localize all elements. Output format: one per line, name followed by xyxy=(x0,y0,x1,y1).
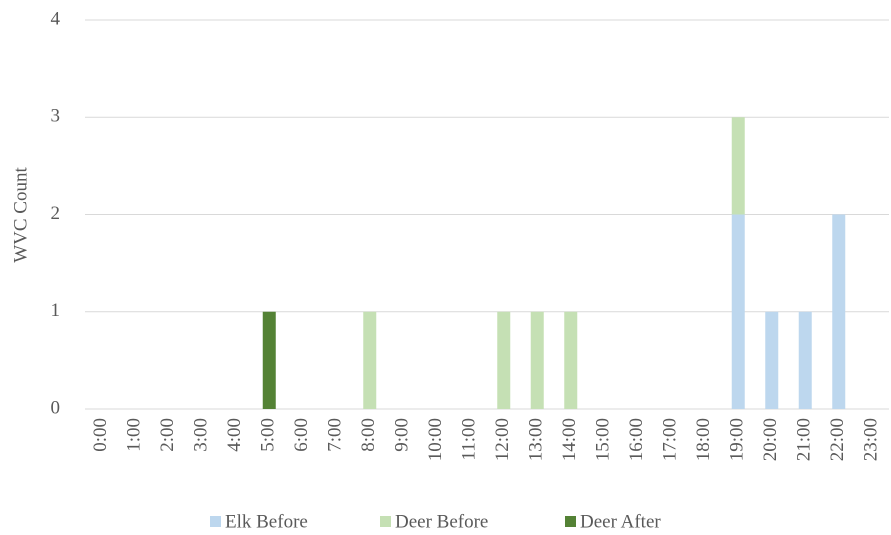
x-tick-label: 6:00 xyxy=(291,418,312,452)
x-tick-label: 7:00 xyxy=(325,418,346,452)
legend-label: Deer After xyxy=(580,511,661,532)
x-tick-label: 17:00 xyxy=(660,418,681,461)
x-tick-label: 16:00 xyxy=(626,418,647,461)
y-axis-label: WVC Count xyxy=(10,167,31,263)
x-tick-label: 18:00 xyxy=(693,418,714,461)
y-tick-label: 1 xyxy=(51,300,61,321)
x-tick-label: 14:00 xyxy=(559,418,580,461)
legend-swatch xyxy=(565,516,576,527)
x-tick-label: 8:00 xyxy=(358,418,379,452)
x-tick-label: 19:00 xyxy=(727,418,748,461)
bar-segment xyxy=(798,311,812,409)
bar-segment xyxy=(765,311,779,409)
y-tick-label: 2 xyxy=(51,203,61,224)
x-tick-label: 4:00 xyxy=(224,418,245,452)
x-tick-label: 13:00 xyxy=(526,418,547,461)
legend-swatch xyxy=(210,516,221,527)
legend-label: Deer Before xyxy=(395,511,488,532)
x-tick-label: 2:00 xyxy=(157,418,178,452)
bar-segment xyxy=(363,311,377,409)
x-tick-label: 20:00 xyxy=(760,418,781,461)
x-tick-label: 22:00 xyxy=(827,418,848,461)
bar-segment xyxy=(731,117,745,215)
bar-segment xyxy=(832,214,846,409)
x-tick-label: 10:00 xyxy=(425,418,446,461)
bar-segment xyxy=(530,311,544,409)
y-tick-label: 0 xyxy=(51,397,61,418)
y-tick-label: 3 xyxy=(51,106,61,127)
bar-segment xyxy=(564,311,578,409)
x-tick-label: 0:00 xyxy=(90,418,111,452)
x-tick-label: 3:00 xyxy=(191,418,212,452)
bar-segment xyxy=(497,311,511,409)
bar-segment xyxy=(731,214,745,409)
x-tick-label: 5:00 xyxy=(258,418,279,452)
x-tick-label: 11:00 xyxy=(459,418,480,461)
x-tick-label: 21:00 xyxy=(794,418,815,461)
y-tick-label: 4 xyxy=(51,8,61,29)
x-tick-label: 1:00 xyxy=(124,418,145,452)
x-tick-label: 23:00 xyxy=(861,418,882,461)
legend-label: Elk Before xyxy=(225,511,308,532)
x-tick-label: 12:00 xyxy=(492,418,513,461)
x-tick-label: 9:00 xyxy=(392,418,413,452)
legend-swatch xyxy=(380,516,391,527)
x-tick-label: 15:00 xyxy=(593,418,614,461)
bar-segment xyxy=(262,311,276,409)
